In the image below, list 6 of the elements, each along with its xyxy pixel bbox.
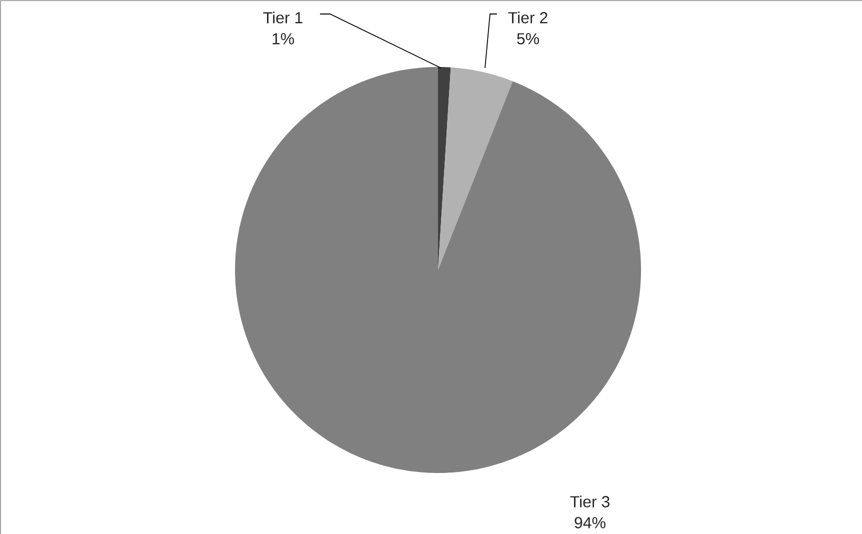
data-label: 94% [574,517,606,528]
slice-label: Tier 2 [508,12,548,24]
slice-label: Tier 1 [263,12,302,24]
slice-label: Tier 3 [570,496,610,508]
data-label: 1% [272,33,294,44]
data-label: 5% [517,33,539,44]
